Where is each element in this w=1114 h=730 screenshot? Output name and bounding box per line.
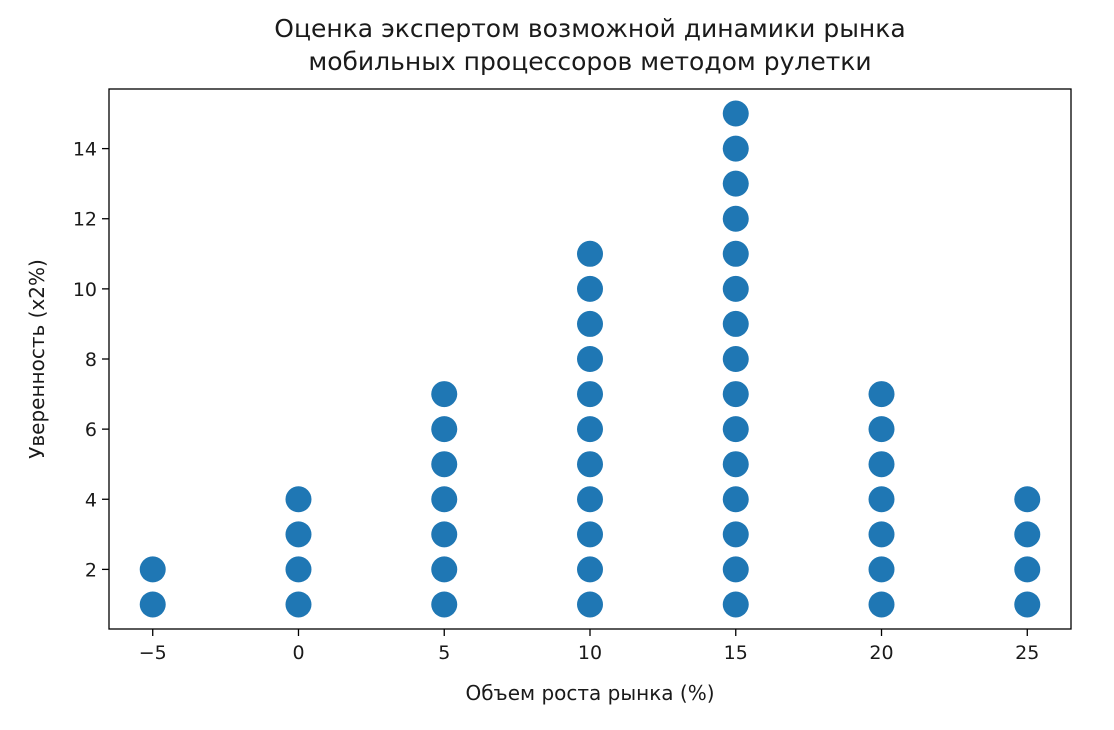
x-tick-label: 10 xyxy=(578,642,602,664)
data-point xyxy=(431,486,458,513)
y-tick-label: 2 xyxy=(85,559,97,581)
data-point xyxy=(431,521,458,548)
data-point xyxy=(577,310,603,337)
data-point xyxy=(431,416,458,443)
y-axis-ticks: 2 4 6 8 10 12 14 xyxy=(73,139,109,581)
data-point xyxy=(431,591,458,618)
data-point xyxy=(577,275,603,302)
data-point xyxy=(577,381,603,408)
data-point xyxy=(868,381,895,408)
x-tick-label: 25 xyxy=(1015,642,1039,664)
data-point xyxy=(431,556,458,583)
data-point xyxy=(722,451,749,478)
data-point xyxy=(577,486,603,513)
y-tick-label: 8 xyxy=(85,349,97,371)
data-point xyxy=(431,451,458,478)
data-point xyxy=(139,556,166,583)
data-point xyxy=(868,521,895,548)
data-point xyxy=(577,556,603,583)
data-point xyxy=(577,416,603,443)
data-points xyxy=(139,100,1041,618)
data-point xyxy=(577,451,603,478)
chart-title-line-1: Оценка экспертом возможной динамики рынк… xyxy=(274,14,905,43)
data-point xyxy=(722,521,749,548)
data-point xyxy=(722,416,749,443)
x-tick-label: 20 xyxy=(869,642,893,664)
x-tick-label: 0 xyxy=(292,642,304,664)
data-point xyxy=(1014,486,1041,513)
data-point xyxy=(722,486,749,513)
data-point xyxy=(722,170,749,197)
x-tick-label: 5 xyxy=(438,642,450,664)
data-point xyxy=(722,591,749,618)
data-point xyxy=(868,416,895,443)
data-point xyxy=(868,451,895,478)
y-tick-label: 4 xyxy=(85,489,97,511)
x-tick-label: −5 xyxy=(139,642,167,664)
data-point xyxy=(722,381,749,408)
data-point xyxy=(577,591,603,618)
data-point xyxy=(868,486,895,513)
data-point xyxy=(868,591,895,618)
y-tick-label: 10 xyxy=(73,279,97,301)
data-point xyxy=(285,556,312,583)
data-point xyxy=(1014,556,1041,583)
data-point xyxy=(285,486,312,513)
data-point xyxy=(1014,591,1041,618)
data-point xyxy=(722,556,749,583)
y-tick-label: 14 xyxy=(73,139,97,161)
data-point xyxy=(722,205,749,232)
y-axis-label: Уверенность (x2%) xyxy=(25,259,49,459)
data-point xyxy=(722,135,749,162)
data-point xyxy=(139,591,166,618)
data-point xyxy=(868,556,895,583)
y-tick-label: 6 xyxy=(85,419,97,441)
chart-title-line-2: мобильных процессоров методом рулетки xyxy=(308,47,871,76)
x-axis-label: Объем роста рынка (%) xyxy=(465,681,714,705)
data-point xyxy=(577,346,603,372)
data-point xyxy=(285,521,312,548)
data-point xyxy=(1014,521,1041,548)
data-point xyxy=(722,346,749,372)
data-point xyxy=(577,521,603,548)
x-axis-ticks: −5 0 5 10 15 20 25 xyxy=(139,629,1039,664)
data-point xyxy=(722,275,749,302)
data-point xyxy=(285,591,312,618)
data-point xyxy=(577,240,603,267)
data-point xyxy=(722,310,749,337)
data-point xyxy=(722,240,749,267)
x-tick-label: 15 xyxy=(724,642,748,664)
data-point xyxy=(431,381,458,408)
y-tick-label: 12 xyxy=(73,209,97,231)
data-point xyxy=(722,100,749,127)
